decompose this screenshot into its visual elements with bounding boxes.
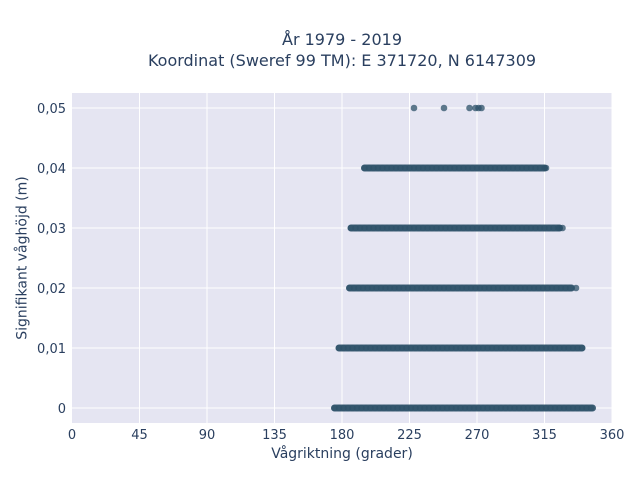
x-tick-label: 225: [397, 428, 422, 443]
tick-labels: 0 45 90 135 180 225 270 315 360 0 0,01 0,02 0,03 0,04…: [37, 102, 624, 443]
data-point: [559, 224, 566, 232]
x-axis-label: Vågriktning (grader): [271, 446, 413, 462]
y-axis-label: Signifikant våghöjd (m): [14, 176, 31, 340]
data-point: [542, 164, 550, 172]
data-point: [572, 284, 580, 292]
y-tick-label: 0,04: [37, 162, 66, 177]
chart-title-line2: Koordinat (Sweref 99 TM): E 371720, N 61…: [147, 51, 537, 70]
x-tick-label: 0: [68, 428, 76, 443]
x-tick-label: 360: [600, 428, 625, 443]
x-tick-label: 180: [330, 428, 355, 443]
data-marks: [331, 104, 596, 412]
x-tick-label: 135: [262, 428, 287, 443]
y-tick-label: 0: [58, 402, 66, 417]
x-tick-label: 270: [465, 428, 490, 443]
y-tick-label: 0,05: [37, 102, 66, 117]
x-tick-label: 45: [131, 428, 148, 443]
x-tick-label: 90: [199, 428, 216, 443]
data-point: [587, 404, 595, 412]
y-tick-label: 0,03: [37, 222, 66, 237]
y-tick-label: 0,01: [37, 342, 66, 357]
data-point: [410, 104, 418, 112]
data-point: [466, 104, 473, 112]
data-point: [578, 344, 586, 352]
x-tick-label: 315: [532, 428, 557, 443]
data-point: [566, 284, 574, 292]
y-tick-label: 0,02: [37, 282, 66, 297]
data-point: [478, 104, 485, 112]
data-point: [440, 104, 448, 112]
chart-title-line1: År 1979 - 2019: [282, 30, 402, 49]
